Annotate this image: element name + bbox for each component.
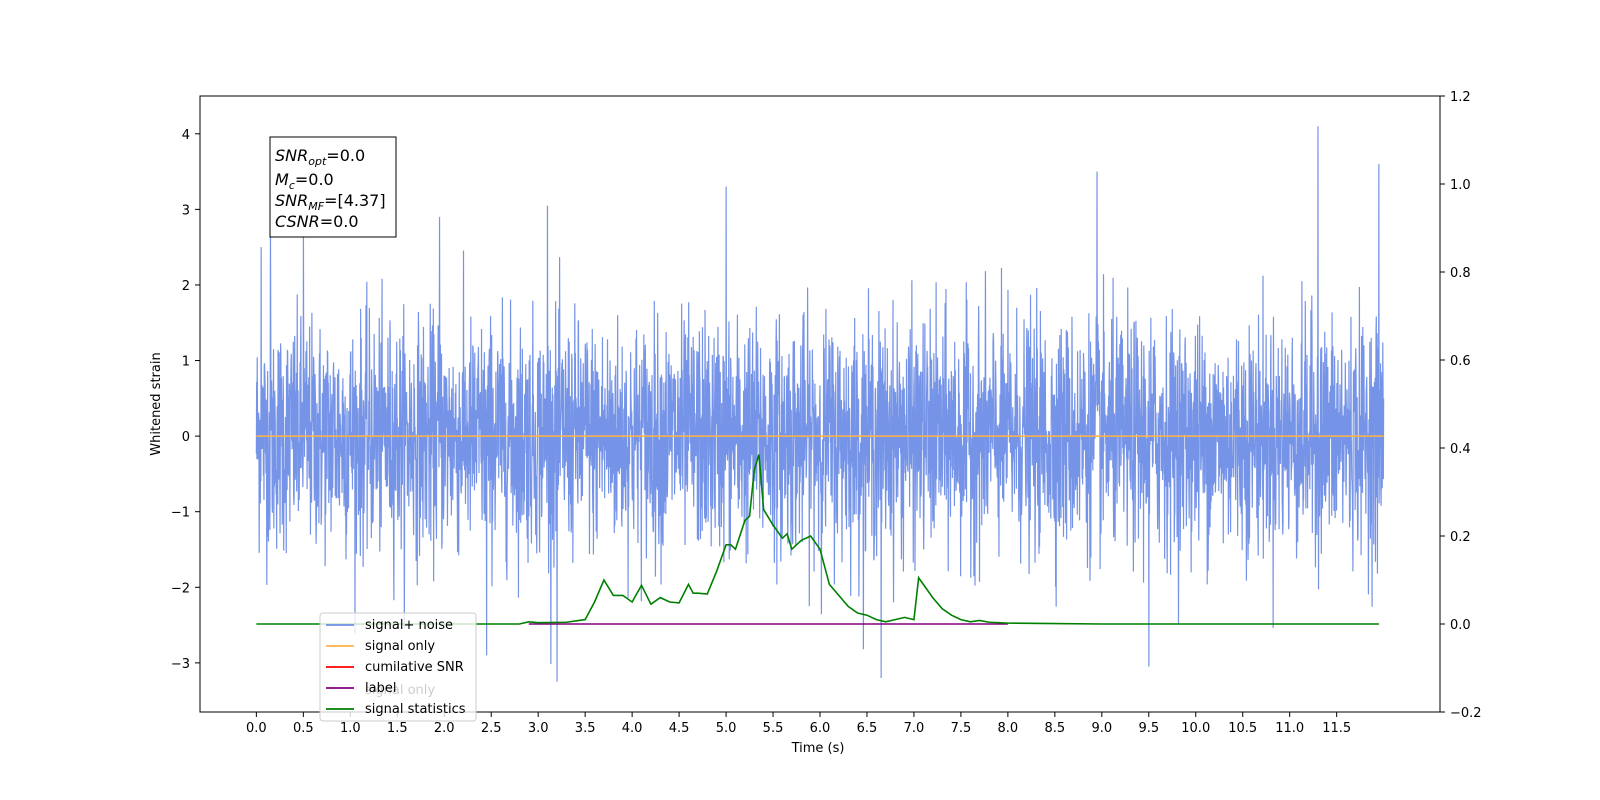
x-tick-label: 1.5 xyxy=(387,721,408,736)
x-tick-label: 3.0 xyxy=(528,721,549,736)
x-tick-label: 2.0 xyxy=(434,721,455,736)
x-axis-ticks: 0.0 0.5 1.0 1.5 2.0 2.5 3.0 3.5 4.0 4.5 5.0 5.5 6.0 6… xyxy=(246,712,1351,736)
y-right-tick-label: 1.2 xyxy=(1450,90,1471,105)
y-right-tick-label: 0.4 xyxy=(1450,442,1471,457)
legend: signal only signal+ noise signal only cumi… xyxy=(319,612,477,722)
x-tick-label: 3.5 xyxy=(575,721,596,736)
y-axis-title: Whitened strain xyxy=(149,352,164,455)
x-tick-label: 0.5 xyxy=(293,721,314,736)
legend-ghost-text: signal only xyxy=(365,683,435,698)
y-axis-left-ticks: 4 3 2 1 0 −1 −2 −3 xyxy=(171,128,200,672)
y-left-tick-label: 1 xyxy=(182,355,190,370)
x-tick-label: 10.5 xyxy=(1228,721,1257,736)
y-left-tick-label: 0 xyxy=(182,430,190,445)
y-right-tick-label: 0.8 xyxy=(1450,266,1471,281)
x-tick-label: 8.0 xyxy=(998,721,1019,736)
x-tick-label: 9.0 xyxy=(1091,721,1112,736)
signal-noise-line xyxy=(255,126,1385,682)
signal-statistics-line xyxy=(256,454,1379,625)
x-tick-label: 11.5 xyxy=(1322,721,1351,736)
y-left-tick-label: −1 xyxy=(171,506,190,521)
annotation-frame xyxy=(269,136,397,238)
legend-item: cumilative SNR xyxy=(326,660,464,675)
legend-item: signal+ noise xyxy=(326,618,453,633)
x-tick-label: 7.5 xyxy=(951,721,972,736)
x-tick-label: 5.5 xyxy=(763,721,784,736)
x-tick-label: 6.0 xyxy=(810,721,831,736)
y-left-tick-label: −3 xyxy=(171,657,190,672)
legend-label: signal only xyxy=(365,639,435,654)
x-tick-label: 10.0 xyxy=(1181,721,1210,736)
series-signal-noise xyxy=(255,126,1385,682)
y-right-tick-label: 1.0 xyxy=(1450,178,1471,193)
annotation-box: SNRopt=0.0 Mc=0.0 SNRMF=[4.37] CSNR=0.0 xyxy=(269,136,397,238)
legend-label: cumilative SNR xyxy=(365,660,464,675)
x-tick-label: 4.5 xyxy=(669,721,690,736)
x-tick-label: 5.0 xyxy=(716,721,737,736)
x-tick-label: 4.0 xyxy=(622,721,643,736)
y-axis-right-ticks: 1.2 1.0 0.8 0.6 0.4 0.2 0.0 −0.2 xyxy=(1440,90,1482,721)
y-right-tick-label: 0.6 xyxy=(1450,354,1471,369)
x-tick-label: 2.5 xyxy=(481,721,502,736)
x-tick-label: 0.0 xyxy=(246,721,267,736)
legend-item: signal statistics xyxy=(326,702,466,717)
x-tick-label: 1.0 xyxy=(340,721,361,736)
series-signal-statistics xyxy=(256,454,1379,625)
legend-label: signal statistics xyxy=(365,702,466,717)
x-tick-label: 6.5 xyxy=(857,721,878,736)
x-tick-label: 8.5 xyxy=(1045,721,1066,736)
y-left-tick-label: 3 xyxy=(182,203,190,218)
annotation-csnr: CSNR=0.0 xyxy=(275,212,359,231)
annotation-snr-mf: SNRMF=[4.37] xyxy=(275,191,386,213)
x-tick-label: 9.5 xyxy=(1138,721,1159,736)
annotation-mc: Mc=0.0 xyxy=(275,170,334,192)
y-right-tick-label: 0.0 xyxy=(1450,618,1471,633)
y-right-tick-label: −0.2 xyxy=(1450,706,1482,721)
legend-item: signal only xyxy=(326,639,435,654)
annotation-snr-opt: SNRopt=0.0 xyxy=(275,146,365,168)
y-left-tick-label: −2 xyxy=(171,581,190,596)
y-left-tick-label: 4 xyxy=(182,128,190,143)
x-tick-label: 11.0 xyxy=(1275,721,1304,736)
legend-frame xyxy=(319,612,477,722)
y-right-tick-label: 0.2 xyxy=(1450,530,1471,545)
x-axis-title: Time (s) xyxy=(791,741,845,756)
x-tick-label: 7.0 xyxy=(904,721,925,736)
legend-item: label xyxy=(326,681,396,696)
legend-label: label xyxy=(365,681,396,696)
legend-label: signal+ noise xyxy=(365,618,453,633)
y-left-tick-label: 2 xyxy=(182,279,190,294)
